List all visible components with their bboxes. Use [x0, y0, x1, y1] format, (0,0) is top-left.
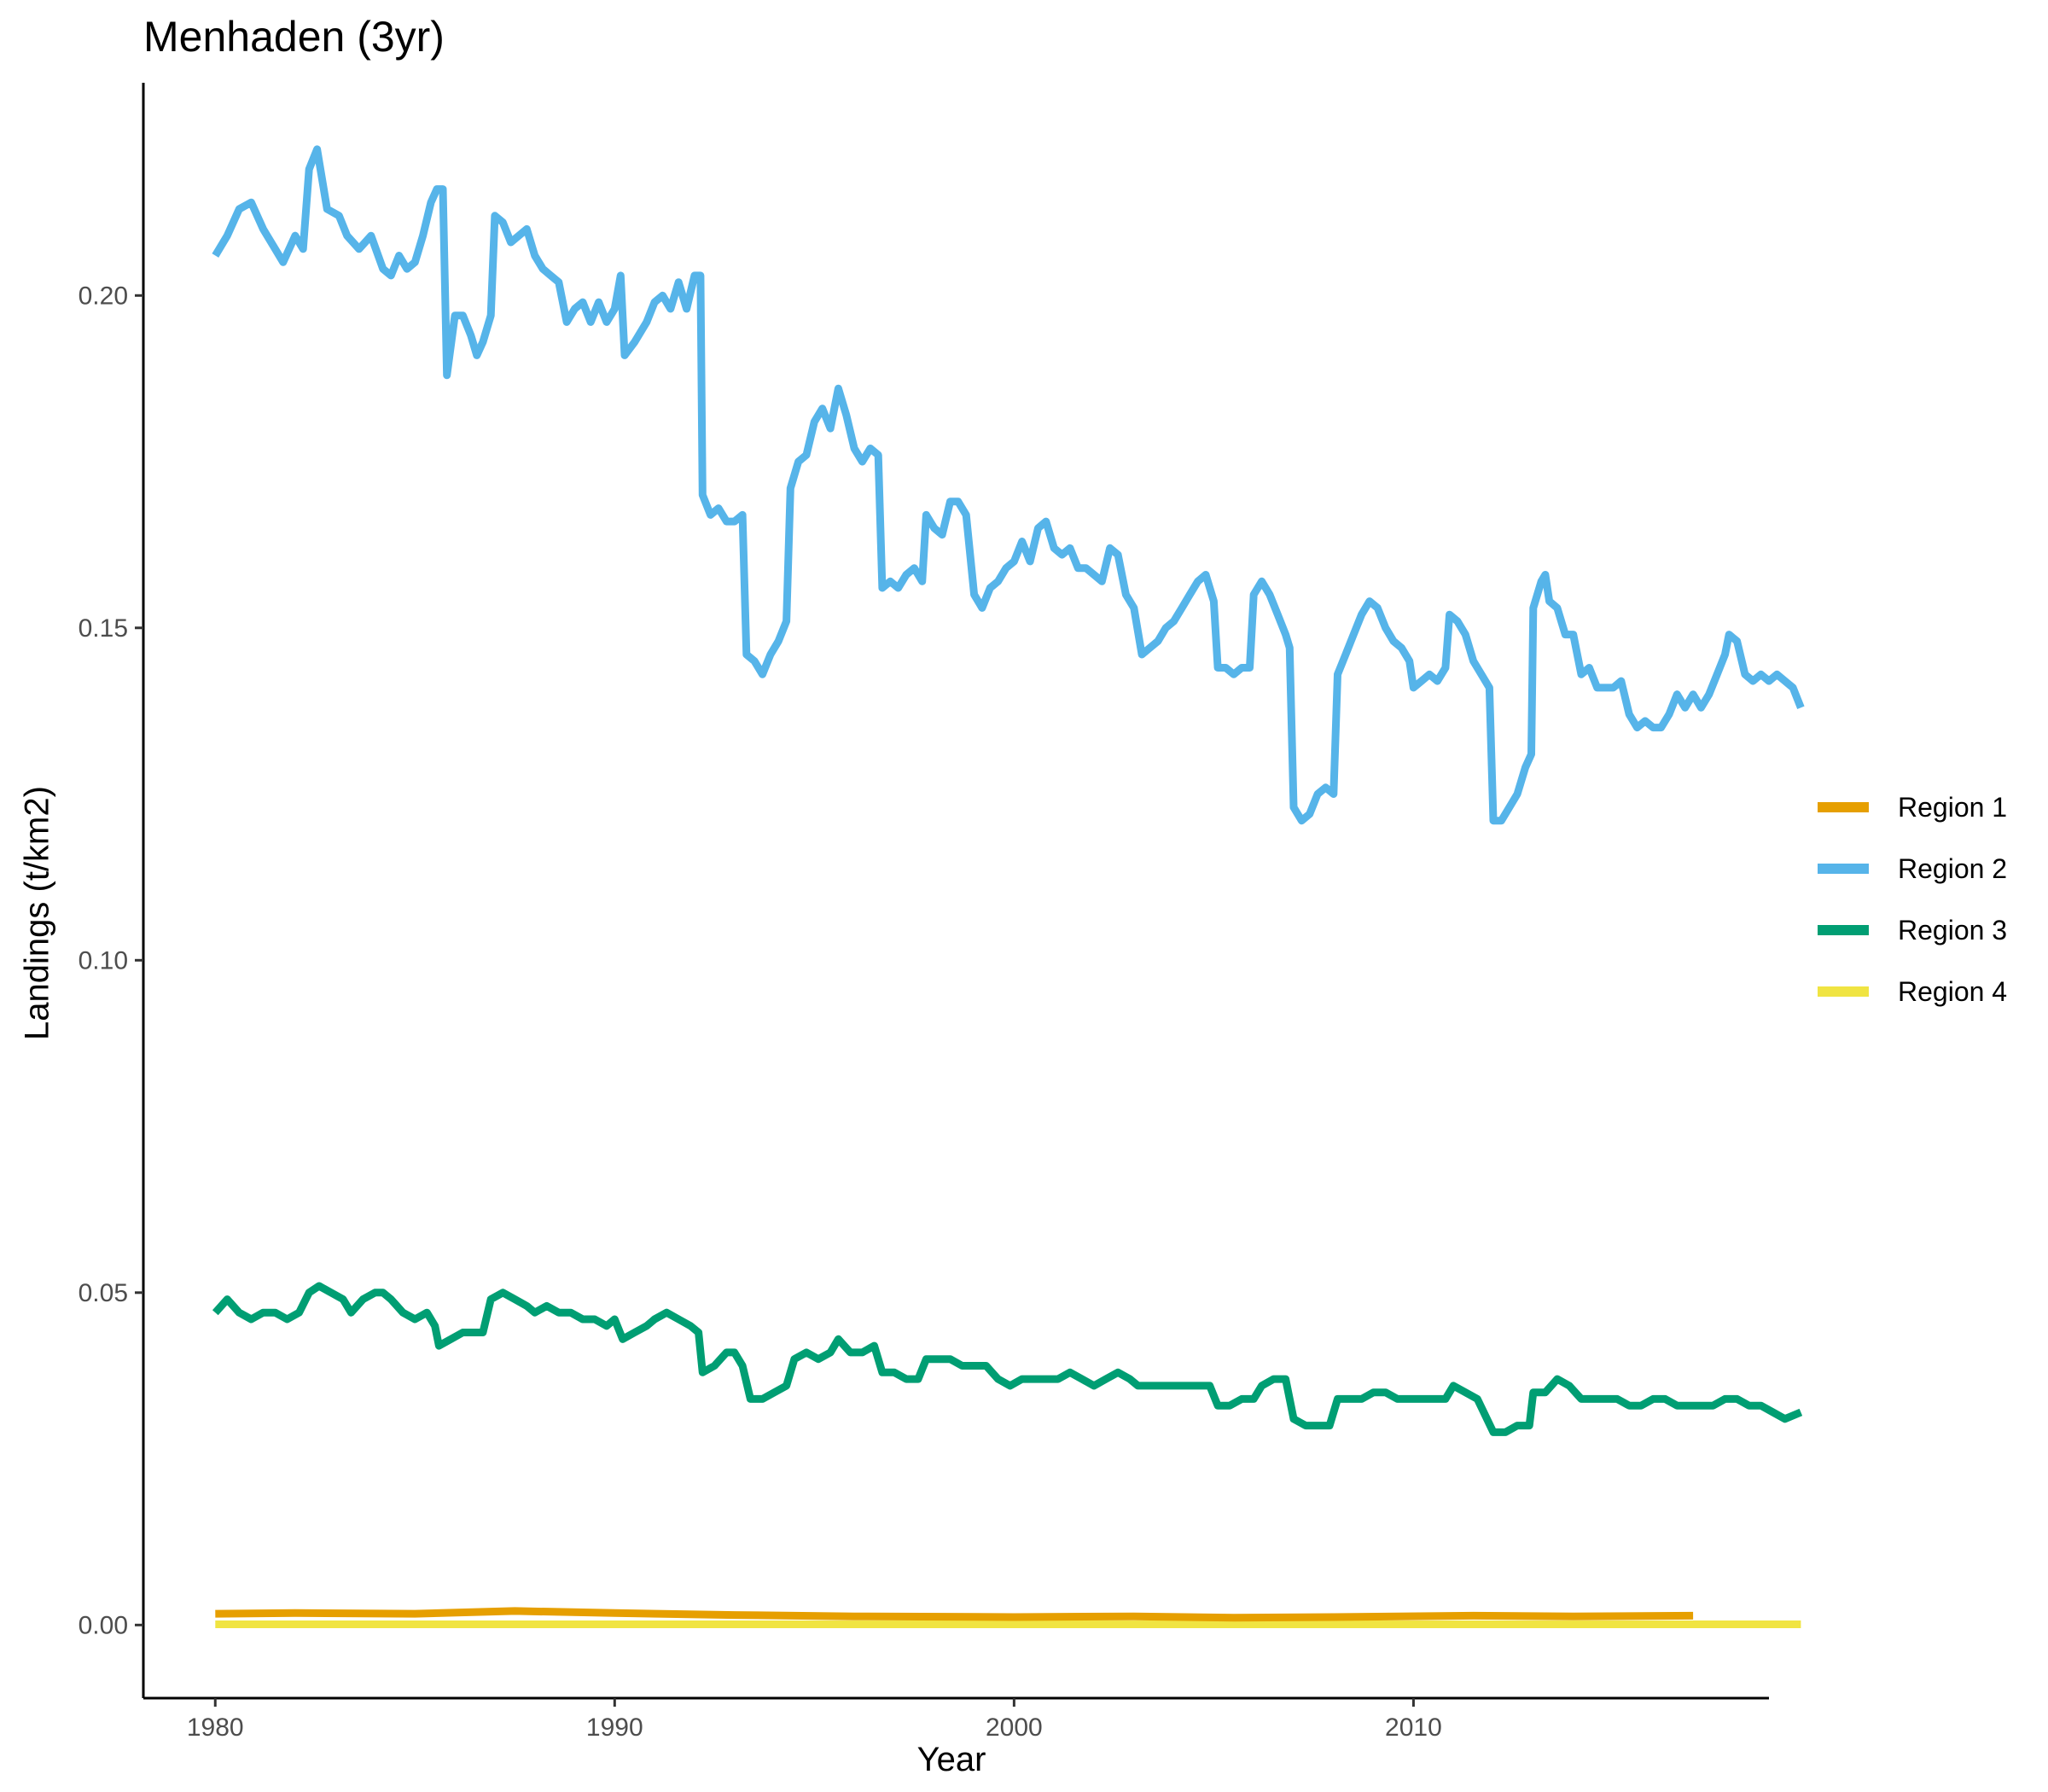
legend-swatch-region-3 — [1818, 925, 1869, 935]
legend-item-region-3: Region 3 — [1818, 899, 2007, 961]
series-line-region-3 — [212, 1282, 1803, 1436]
chart-title: Menhaden (3yr) — [143, 13, 445, 61]
legend-label-region-1: Region 1 — [1898, 791, 2008, 823]
y-tick-label: 0.00 — [79, 1611, 128, 1639]
series-layer — [212, 145, 1805, 1628]
y-tick-label: 0.20 — [79, 282, 128, 310]
x-tick-label: 2010 — [1385, 1713, 1442, 1742]
legend-item-region-1: Region 1 — [1818, 777, 2007, 838]
y-tick-label: 0.10 — [79, 946, 128, 975]
legend-label-region-4: Region 4 — [1898, 975, 2008, 1007]
legend-item-region-2: Region 2 — [1818, 838, 2007, 899]
y-tick-label: 0.15 — [79, 614, 128, 643]
legend-label-region-3: Region 3 — [1898, 914, 2008, 945]
series-line-region-1 — [215, 1607, 1694, 1622]
y-tick-label: 0.05 — [79, 1279, 128, 1307]
x-axis-title: Year — [916, 1741, 986, 1778]
series-line-region-2 — [212, 145, 1805, 825]
x-tick-label: 1980 — [187, 1713, 244, 1742]
x-tick-label: 1990 — [586, 1713, 643, 1742]
y-axis-title: Landings (t/km2) — [18, 786, 56, 1040]
legend-swatch-region-2 — [1818, 864, 1869, 874]
legend: Region 1 Region 2 Region 3 Region 4 — [1818, 777, 2007, 1022]
axes-layer: 1980 1990 2000 2010 0.00 0.05 0.10 0.15 0.20 — [79, 83, 1769, 1742]
legend-swatch-region-4 — [1818, 986, 1869, 997]
x-tick-label: 2000 — [986, 1713, 1043, 1742]
legend-item-region-4: Region 4 — [1818, 961, 2007, 1022]
legend-swatch-region-1 — [1818, 802, 1869, 812]
legend-label-region-2: Region 2 — [1898, 852, 2008, 884]
